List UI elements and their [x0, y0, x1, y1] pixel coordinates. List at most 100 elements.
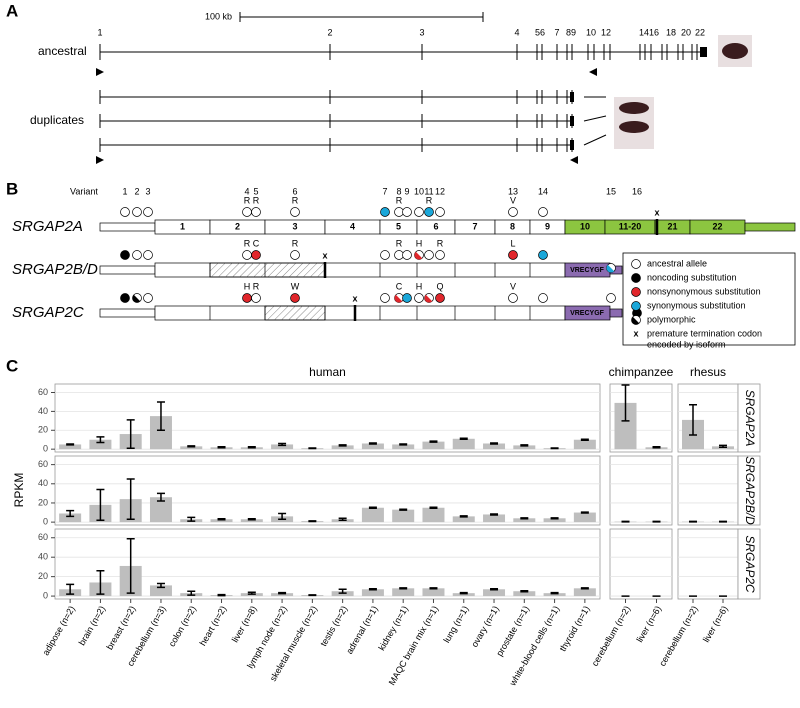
exon-number: 4 — [514, 27, 519, 37]
allele-marker — [632, 288, 641, 297]
error-bar — [218, 519, 226, 520]
allele-marker — [252, 208, 261, 217]
allele-marker — [291, 251, 300, 260]
exon-number: 12 — [601, 27, 611, 37]
x-tick-label: testis (n=2) — [318, 604, 349, 648]
group-label: human — [309, 365, 346, 379]
y-tick-label: 40 — [38, 406, 48, 416]
x-tick-label: cerebellum (n=2) — [590, 604, 633, 668]
exon-number: 1 — [97, 27, 102, 37]
primer — [96, 156, 104, 164]
gel-band — [722, 43, 748, 59]
error-bar — [719, 521, 727, 522]
facet-panel — [678, 456, 738, 525]
facet-panel — [610, 456, 672, 525]
stop-symbol: x — [654, 207, 659, 217]
allele-marker — [395, 208, 404, 217]
x-tick-label: adipose (n=2) — [41, 604, 77, 657]
exon-end — [570, 140, 574, 150]
allele-marker — [144, 294, 153, 303]
allele-marker — [243, 251, 252, 260]
exon-label: 21 — [667, 221, 677, 231]
allele-marker — [436, 208, 445, 217]
exon-label: 22 — [712, 221, 722, 231]
stop-symbol: x — [352, 293, 357, 303]
variant-number: 3 — [145, 186, 150, 196]
y-tick-label: 0 — [43, 517, 48, 527]
amino-acid: C — [253, 238, 260, 248]
panel-label: C — [6, 356, 18, 375]
exon-number: 22 — [695, 27, 705, 37]
x-tick-label: brain (n=2) — [77, 604, 108, 647]
x-tick-label: liver (n=8) — [230, 604, 259, 644]
legend-label: polymorphic — [647, 314, 696, 324]
amino-acid: W — [291, 281, 300, 291]
arrow — [584, 135, 606, 145]
row-label: ancestral — [38, 44, 87, 58]
allele-marker — [632, 302, 641, 311]
allele-marker — [252, 294, 261, 303]
legend-label: synonymous substitution — [647, 300, 746, 310]
error-bar — [551, 518, 559, 519]
error-bar — [248, 519, 256, 520]
x-tick-label: heart (n=2) — [198, 604, 229, 647]
error-bar — [218, 595, 226, 596]
bar — [392, 510, 414, 522]
allele-marker — [121, 294, 130, 303]
amino-acid: R — [426, 195, 433, 205]
allele-marker — [436, 251, 445, 260]
legend-label: encoded by isoform — [647, 339, 726, 349]
amino-acid: L — [510, 238, 515, 248]
legend-label: ancestral allele — [647, 258, 707, 268]
exon-label: 11-20 — [619, 221, 642, 231]
error-bar — [399, 509, 407, 510]
variant-number: 1 — [122, 186, 127, 196]
y-tick-label: 20 — [38, 425, 48, 435]
amino-acid: R — [292, 238, 299, 248]
utr — [610, 309, 622, 317]
variant-number: 16 — [632, 186, 642, 196]
error-bar — [490, 589, 498, 590]
error-bar — [369, 589, 377, 590]
exon-number: 7 — [554, 27, 559, 37]
y-tick-label: 60 — [38, 387, 48, 397]
error-bar — [278, 593, 286, 594]
allele-marker — [252, 251, 261, 260]
gel-band — [619, 121, 649, 133]
y-tick-label: 60 — [38, 532, 48, 542]
x-tick-label: lung (n=1) — [441, 604, 470, 644]
x-tick-label: kidney (n=1) — [376, 604, 410, 652]
allele-marker — [144, 251, 153, 260]
allele-marker — [539, 294, 548, 303]
y-axis-label: RPKM — [12, 473, 26, 508]
error-bar — [339, 445, 347, 446]
error-bar — [653, 521, 661, 522]
utr — [100, 223, 155, 231]
variant-header: Variant — [70, 186, 98, 196]
scale-label: 100 kb — [205, 11, 232, 21]
error-bar — [429, 507, 437, 508]
stop-symbol: x — [322, 250, 327, 260]
variant-number: 2 — [134, 186, 139, 196]
x-tick-label: ovary (n=1) — [469, 604, 501, 649]
y-tick-label: 60 — [38, 459, 48, 469]
deleted-region — [265, 306, 325, 320]
error-bar — [460, 516, 468, 517]
allele-marker — [403, 294, 412, 303]
error-bar — [581, 439, 589, 440]
variant-number: 12 — [435, 186, 445, 196]
variant-number: 15 — [606, 186, 616, 196]
exon-label: 8 — [510, 221, 515, 231]
variant-number: 7 — [382, 186, 387, 196]
error-bar — [187, 446, 195, 447]
error-bar — [490, 514, 498, 515]
bar — [362, 508, 384, 522]
amino-acid: H — [416, 281, 423, 291]
amino-acid: Q — [436, 281, 443, 291]
exon-label: 3 — [292, 221, 297, 231]
allele-marker — [403, 251, 412, 260]
amino-acid: R — [253, 195, 260, 205]
facet-panel — [610, 529, 672, 599]
stop-symbol: x — [633, 328, 638, 338]
amino-acid: R — [253, 281, 260, 291]
